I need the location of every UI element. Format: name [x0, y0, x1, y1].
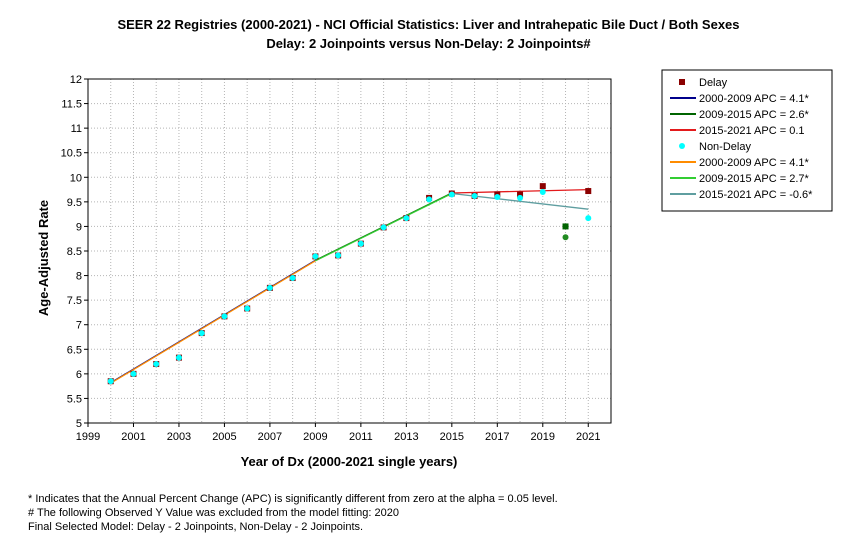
y-tick-label: 5 [76, 418, 82, 430]
x-tick-label: 2017 [485, 431, 509, 443]
nondelay-point [448, 191, 455, 198]
x-tick-label: 2015 [440, 431, 464, 443]
legend-label: Non-Delay [699, 141, 751, 153]
grid-lines [88, 79, 611, 423]
y-tick-label: 8.5 [67, 246, 82, 258]
trend-line [110, 260, 316, 384]
nondelay-point [585, 215, 592, 222]
x-tick-label: 2021 [576, 431, 600, 443]
x-axis: 1999 2001 2003 2005 2007 2009 2011 2013 2015 2017… [76, 423, 601, 443]
x-tick-label: 2013 [394, 431, 418, 443]
nondelay-point [130, 370, 137, 377]
trend-lines [110, 188, 589, 384]
legend-label: 2009-2015 APC = 2.6* [699, 109, 809, 121]
x-tick-label: 2011 [349, 431, 373, 443]
y-tick-label: 6 [76, 369, 82, 381]
x-tick-label: 2005 [212, 431, 236, 443]
footnote-excluded: # The following Observed Y Value was exc… [28, 507, 399, 519]
nondelay-point [562, 234, 569, 241]
y-tick-label: 9 [76, 221, 82, 233]
legend-label: 2000-2009 APC = 4.1* [699, 157, 809, 169]
footnote-significance: * Indicates that the Annual Percent Chan… [28, 493, 558, 505]
data-points [107, 183, 592, 385]
nondelay-point [107, 378, 114, 385]
delay-point [585, 188, 592, 195]
delay-point [539, 183, 546, 190]
y-axis: 5 5.5 6 6.5 7 7.5 8 8.5 9 9.5 10 10.5 11 11.5 12 [61, 74, 88, 430]
x-tick-label: 2003 [167, 431, 191, 443]
x-axis-label: Year of Dx (2000-2021 single years) [241, 454, 458, 469]
nondelay-point [221, 313, 228, 320]
delay-point [562, 223, 569, 230]
legend-box [661, 69, 833, 212]
trend-line [451, 188, 589, 194]
y-tick-label: 12 [70, 74, 82, 86]
legend-label: 2009-2015 APC = 2.7* [699, 173, 809, 185]
y-tick-label: 5.5 [67, 393, 82, 405]
nondelay-point [539, 189, 546, 196]
nondelay-point [471, 192, 478, 199]
nondelay-point [244, 305, 251, 312]
legend-label: Delay [699, 77, 728, 89]
x-tick-label: 1999 [76, 431, 100, 443]
y-tick-label: 8 [76, 271, 82, 283]
nondelay-point [198, 330, 205, 337]
nondelay-point [175, 354, 182, 361]
nondelay-point [380, 224, 387, 231]
x-tick-label: 2001 [121, 431, 145, 443]
y-tick-label: 7.5 [67, 295, 82, 307]
nondelay-point [357, 240, 364, 247]
nondelay-point [153, 361, 160, 368]
nondelay-point [289, 275, 296, 282]
nondelay-point [335, 252, 342, 259]
nondelay-point [266, 284, 273, 291]
nondelay-point [312, 253, 319, 260]
x-tick-label: 2019 [531, 431, 555, 443]
y-axis-label: Age-Adjusted Rate [36, 200, 51, 316]
legend-marker-delay [679, 79, 685, 85]
x-tick-label: 2007 [258, 431, 282, 443]
legend: Delay 2000-2009 APC = 4.1* 2009-2015 APC =… [661, 69, 833, 212]
legend-label: 2015-2021 APC = 0.1 [699, 125, 805, 137]
legend-label: 2000-2009 APC = 4.1* [699, 93, 809, 105]
y-tick-label: 10.5 [61, 148, 82, 160]
y-tick-label: 11 [71, 123, 82, 135]
y-tick-label: 9.5 [67, 197, 82, 209]
delay-point [517, 191, 524, 198]
y-tick-label: 10 [70, 172, 82, 184]
y-tick-label: 6.5 [67, 344, 82, 356]
y-tick-label: 11.5 [61, 99, 82, 111]
nondelay-point [403, 215, 410, 222]
legend-label: 2015-2021 APC = -0.6* [699, 189, 813, 201]
nondelay-point [517, 194, 524, 201]
x-tick-label: 2009 [303, 431, 327, 443]
nondelay-point [426, 196, 433, 203]
footnote-model: Final Selected Model: Delay - 2 Joinpoin… [28, 521, 364, 533]
y-tick-label: 7 [76, 320, 82, 332]
chart-subtitle: Delay: 2 Joinpoints versus Non-Delay: 2 … [266, 36, 591, 51]
legend-marker-nondelay [679, 143, 685, 149]
nondelay-point [494, 193, 501, 200]
chart-title: SEER 22 Registries (2000-2021) - NCI Off… [117, 17, 740, 32]
